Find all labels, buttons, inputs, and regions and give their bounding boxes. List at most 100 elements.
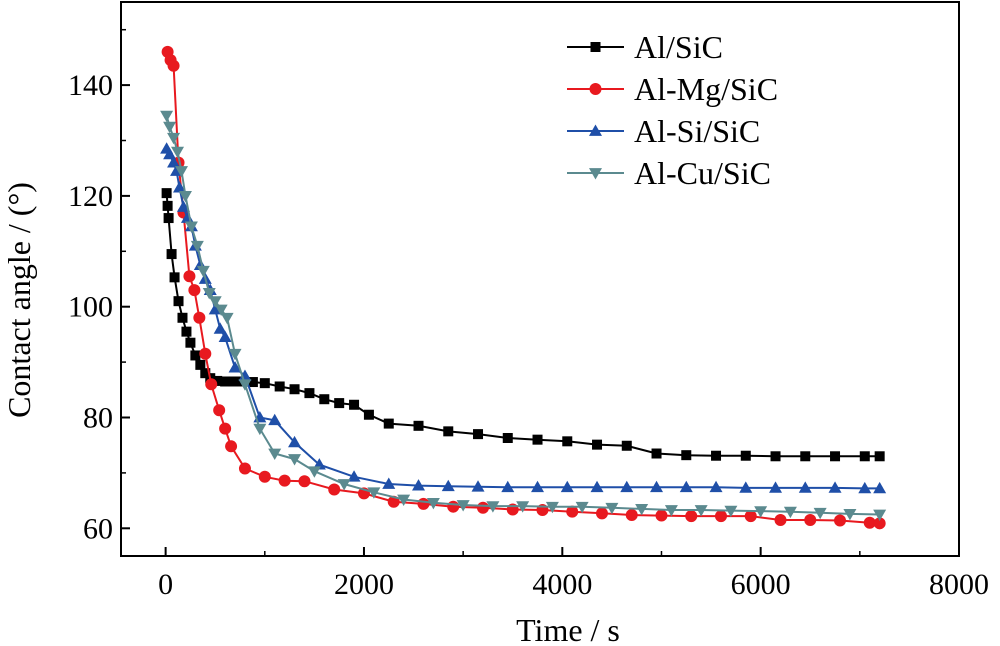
- data-point-al-mg-sic: [183, 270, 196, 283]
- data-point-al-si-sic: [382, 477, 396, 489]
- legend-item-al-si-sic: Al-Si/SiC: [567, 113, 760, 149]
- data-point-al-sic: [562, 436, 573, 447]
- y-tick-label: 120: [68, 180, 113, 213]
- data-point-al-si-sic: [501, 480, 515, 493]
- data-point-al-si-sic: [218, 330, 232, 343]
- data-point-al-cu-sic: [426, 497, 440, 510]
- data-point-al-mg-sic: [447, 500, 460, 513]
- data-point-al-cu-sic: [783, 506, 797, 519]
- data-point-al-sic: [473, 429, 484, 440]
- data-point-al-si-sic: [268, 413, 282, 426]
- y-tick-label: 140: [68, 69, 113, 102]
- data-point-al-cu-sic: [307, 466, 321, 478]
- legend-marker: [589, 168, 602, 180]
- legend-label: Al-Mg/SiC: [634, 71, 778, 107]
- series-al-cu-sic: [160, 110, 887, 521]
- data-point-al-sic: [621, 440, 632, 451]
- data-point-al-mg-sic: [863, 516, 876, 529]
- data-point-al-sic: [212, 375, 223, 386]
- data-point-al-si-sic: [412, 479, 426, 491]
- data-point-al-si-sic: [213, 322, 227, 334]
- legend-label: Al/SiC: [634, 29, 723, 65]
- data-point-al-sic: [349, 399, 360, 410]
- data-point-al-mg-sic: [298, 475, 311, 488]
- data-point-al-cu-sic: [635, 504, 649, 516]
- data-point-al-si-sic: [679, 480, 693, 493]
- data-point-al-sic: [185, 337, 196, 348]
- data-point-al-cu-sic: [367, 487, 381, 499]
- data-point-al-sic: [228, 376, 239, 387]
- data-point-al-mg-sic: [205, 378, 218, 391]
- data-point-al-si-sic: [531, 480, 545, 493]
- data-point-al-sic: [363, 409, 374, 420]
- legend-item-al-mg-sic: Al-Mg/SiC: [567, 71, 778, 107]
- data-point-al-si-sic: [739, 481, 753, 493]
- data-point-al-cu-sic: [516, 501, 530, 513]
- x-tick-label: 8000: [929, 568, 989, 601]
- series-line-al-si-sic: [165, 148, 880, 490]
- data-point-al-sic: [740, 450, 751, 461]
- data-point-al-cu-sic: [238, 379, 252, 391]
- legend-marker: [589, 124, 602, 136]
- y-tick-label: 80: [83, 402, 113, 435]
- data-point-al-mg-sic: [804, 513, 817, 526]
- data-point-al-sic: [169, 272, 180, 283]
- data-point-al-si-sic: [769, 481, 783, 493]
- data-point-al-mg-sic: [655, 509, 668, 522]
- data-point-al-mg-sic: [417, 497, 430, 510]
- data-point-al-cu-sic: [843, 509, 857, 521]
- data-point-al-sic: [770, 451, 781, 462]
- data-point-al-cu-sic: [174, 166, 188, 178]
- data-point-al-cu-sic: [575, 501, 589, 514]
- x-tick-label: 0: [158, 568, 173, 601]
- data-point-al-sic: [181, 326, 192, 337]
- data-point-al-mg-sic: [213, 404, 226, 417]
- series-al-mg-sic: [161, 45, 886, 530]
- data-point-al-si-sic: [828, 481, 842, 493]
- data-point-al-sic: [274, 381, 285, 392]
- series-layer: [160, 45, 887, 530]
- data-point-al-cu-sic: [288, 454, 302, 466]
- data-point-al-mg-sic: [199, 347, 212, 360]
- data-point-al-mg-sic: [833, 514, 846, 527]
- data-point-al-cu-sic: [337, 479, 351, 491]
- data-point-al-si-sic: [798, 481, 812, 493]
- data-point-al-si-sic: [176, 200, 190, 212]
- data-point-al-cu-sic: [184, 221, 198, 233]
- data-point-al-si-sic: [858, 481, 872, 494]
- data-point-al-sic: [532, 434, 543, 445]
- data-point-al-mg-sic: [167, 59, 180, 72]
- data-point-al-cu-sic: [724, 505, 738, 518]
- legend-item-al-cu-sic: Al-Cu/SiC: [567, 155, 771, 191]
- y-axis: 60 80 100 120 140: [68, 28, 130, 545]
- data-point-al-mg-sic: [188, 284, 201, 297]
- legend-item-al-sic: Al/SiC: [567, 29, 723, 65]
- data-point-al-cu-sic: [160, 110, 174, 123]
- data-point-al-si-sic: [163, 147, 177, 160]
- data-point-al-si-sic: [650, 480, 664, 493]
- y-axis-title: Contact angle / (°): [1, 182, 37, 418]
- data-point-al-sic: [502, 432, 513, 443]
- data-point-al-mg-sic: [625, 509, 638, 522]
- data-point-al-si-sic: [208, 302, 222, 315]
- data-point-al-cu-sic: [214, 304, 228, 316]
- data-point-al-cu-sic: [694, 505, 708, 517]
- data-point-al-cu-sic: [664, 505, 678, 517]
- data-point-al-si-sic: [590, 480, 604, 493]
- data-point-al-mg-sic: [258, 470, 271, 483]
- data-point-al-sic: [319, 394, 330, 405]
- data-point-al-cu-sic: [163, 121, 177, 134]
- data-point-al-mg-sic: [744, 510, 757, 523]
- series-al-sic: [161, 188, 885, 462]
- data-point-al-cu-sic: [202, 287, 216, 300]
- data-point-al-sic: [163, 213, 174, 224]
- data-point-al-cu-sic: [220, 312, 234, 325]
- data-point-al-sic: [874, 451, 885, 462]
- data-point-al-mg-sic: [476, 501, 489, 514]
- series-al-si-sic: [160, 142, 887, 494]
- data-point-al-sic: [651, 448, 662, 459]
- data-point-al-mg-sic: [873, 517, 886, 530]
- data-point-al-cu-sic: [268, 448, 282, 461]
- data-point-al-si-sic: [873, 481, 887, 494]
- x-axis: 0 2000 4000 6000 8000: [158, 547, 989, 601]
